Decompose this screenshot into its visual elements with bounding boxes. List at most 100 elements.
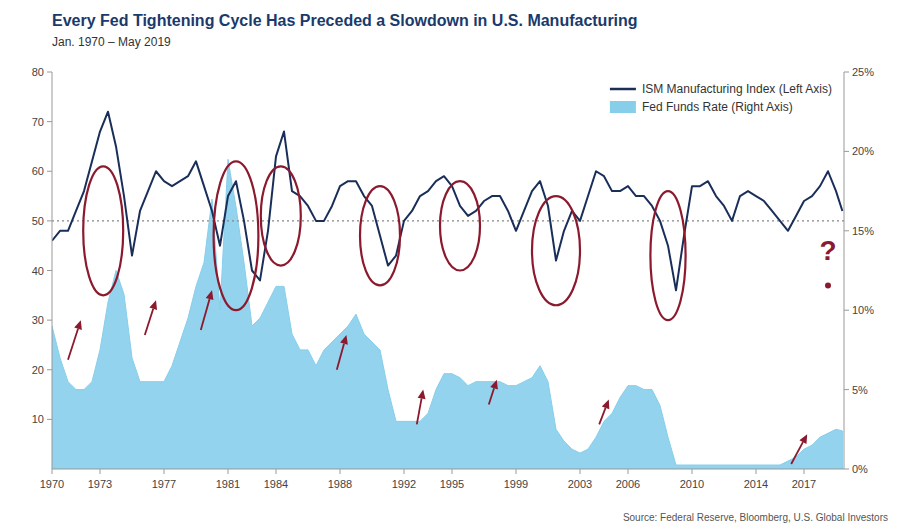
y-tick-label: 40 (32, 265, 44, 277)
x-tick-label: 2014 (744, 478, 768, 490)
y-tick-label: 70 (32, 116, 44, 128)
y2-tick (844, 230, 849, 231)
x-tick (340, 469, 341, 474)
y-tick-label: 80 (32, 66, 44, 78)
arrow-head (149, 300, 157, 310)
ellipse-annotation (360, 186, 400, 285)
x-tick-label: 2003 (568, 478, 592, 490)
y2-tick-label: 20% (852, 145, 874, 157)
y2-tick-label: 15% (852, 225, 874, 237)
x-tick-label: 1988 (328, 478, 352, 490)
axes: 1970 1973 1977 1981 1984 1988 1992 1995 1999 2003… (32, 66, 874, 490)
subtitle: Jan. 1970 – May 2019 (52, 35, 171, 49)
arrow-shaft (489, 388, 494, 404)
y2-tick (844, 151, 849, 152)
legend-swatch (610, 88, 636, 91)
x-tick-label: 1992 (392, 478, 416, 490)
x-tick (164, 469, 165, 474)
y-tick (47, 369, 52, 370)
x-tick-label: 1977 (152, 478, 176, 490)
text-annotation: ? (819, 235, 836, 266)
y2-tick (844, 310, 849, 311)
ellipse-annotation (261, 166, 301, 265)
x-tick (404, 469, 405, 474)
y2-tick (844, 389, 849, 390)
y-tick-label: 50 (32, 215, 44, 227)
y-tick (47, 270, 52, 271)
y-tick (47, 72, 52, 73)
arrow-shaft (68, 329, 78, 360)
y2-tick (844, 469, 849, 470)
source: Source: Federal Reserve, Bloomberg, U.S.… (623, 512, 888, 523)
arrow-shaft (791, 442, 803, 464)
arrow-head (340, 335, 348, 345)
x-tick (756, 469, 757, 474)
x-tick-label: 1970 (40, 478, 64, 490)
arrow-annotation (68, 320, 82, 360)
y-tick-label: 20 (32, 364, 44, 376)
x-tick (580, 469, 581, 474)
chart-svg: Every Fed Tightening Cycle Has Preceded … (0, 0, 900, 531)
title: Every Fed Tightening Cycle Has Preceded … (52, 12, 638, 29)
x-tick-label: 1973 (88, 478, 112, 490)
x-tick (100, 469, 101, 474)
arrow-head (418, 390, 426, 400)
x-tick-label: 1981 (216, 478, 240, 490)
x-axis-line (52, 469, 844, 470)
arrow-head (799, 434, 807, 444)
x-tick (628, 469, 629, 474)
x-tick-label: 2006 (616, 478, 640, 490)
legend-label: ISM Manufacturing Index (Left Axis) (642, 82, 832, 96)
y-tick-label: 30 (32, 314, 44, 326)
y2-tick (844, 72, 849, 73)
arrow-annotation (145, 300, 157, 335)
ism-line (52, 112, 842, 291)
y2-tick-label: 0% (852, 463, 868, 475)
arrow-head (490, 380, 498, 390)
y2-tick-label: 5% (852, 384, 868, 396)
arrow-head (206, 290, 214, 300)
y-tick-label: 10 (32, 413, 44, 425)
x-tick (276, 469, 277, 474)
ellipse-annotation (532, 196, 580, 305)
y-tick (47, 121, 52, 122)
y2-axis-line (844, 72, 845, 469)
arrow-shaft (145, 309, 153, 335)
x-tick-label: 2010 (680, 478, 704, 490)
x-tick (804, 469, 805, 474)
arrow-shaft (337, 344, 344, 370)
y-tick (47, 171, 52, 172)
arrow-annotation (599, 400, 609, 425)
arrow-annotation (791, 434, 807, 464)
x-tick (228, 469, 229, 474)
y-tick (47, 220, 52, 221)
x-tick (52, 469, 53, 474)
point-annotation (825, 282, 831, 288)
arrow-shaft (599, 408, 605, 424)
ellipse-annotation (214, 161, 259, 310)
ellipse-annotation (83, 166, 123, 295)
y2-tick-label: 10% (852, 304, 874, 316)
arrow-annotation (201, 290, 214, 330)
y-tick-label: 60 (32, 165, 44, 177)
arrow-shaft (417, 398, 422, 424)
background (0, 0, 900, 531)
legend: ISM Manufacturing Index (Left Axis) Fed F… (610, 82, 832, 114)
arrow-annotation (489, 380, 498, 405)
x-tick-label: 1984 (264, 478, 288, 490)
arrow-head (74, 320, 82, 330)
x-tick-label: 1999 (504, 478, 528, 490)
x-tick-label: 1995 (440, 478, 464, 490)
legend-label: Fed Funds Rate (Right Axis) (642, 100, 793, 114)
ellipse-annotation (440, 181, 480, 270)
x-tick (516, 469, 517, 474)
x-tick-label: 2017 (792, 478, 816, 490)
arrow-shaft (201, 299, 210, 330)
plot-data (52, 112, 844, 469)
ellipse-annotation (650, 191, 685, 320)
legend-swatch (610, 101, 636, 113)
y-tick (47, 419, 52, 420)
x-tick (452, 469, 453, 474)
arrow-annotation (417, 390, 426, 425)
y2-tick-label: 25% (852, 66, 874, 78)
